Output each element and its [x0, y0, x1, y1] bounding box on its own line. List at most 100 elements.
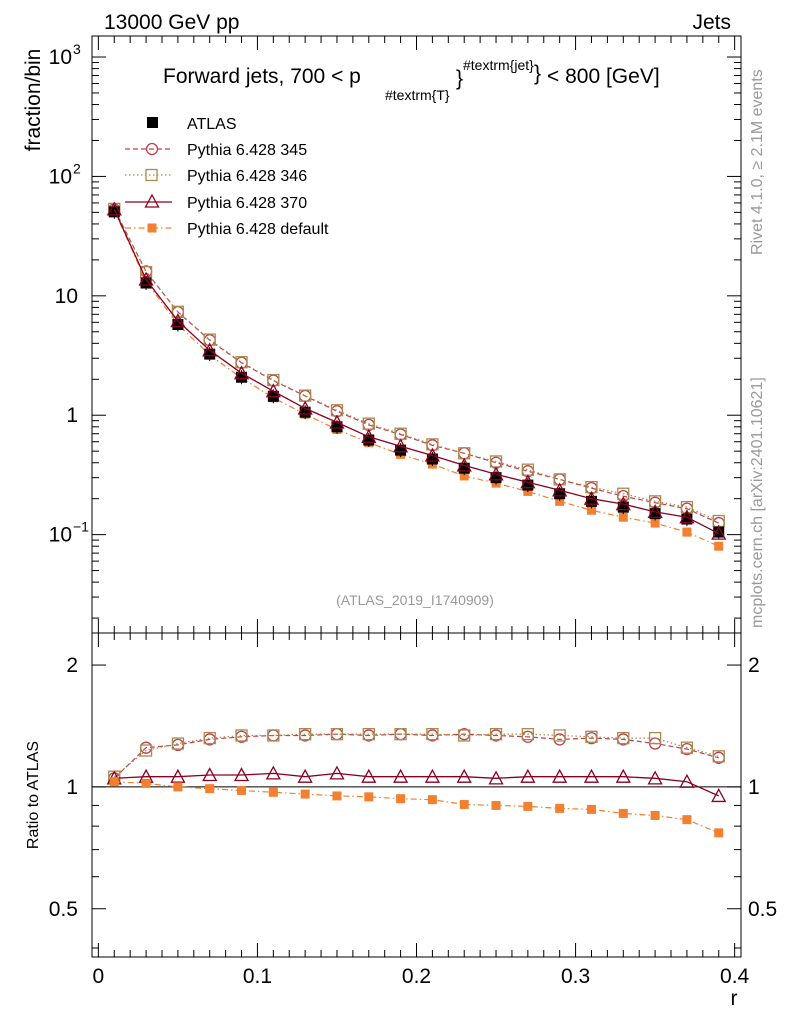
- ratio-point-py346: [617, 731, 630, 745]
- ratio-point-pydefault: [173, 782, 183, 792]
- main-y-tick-exponent: 3: [73, 41, 81, 57]
- legend-atlas-marker: [147, 117, 158, 128]
- main-point-py346: [330, 404, 344, 417]
- ratio-x-axis: 0 0.1 0.2 0.3 0.4: [93, 633, 750, 988]
- title-brace-2: }: [534, 62, 541, 85]
- ratio-point-pydefault: [618, 808, 628, 818]
- title-brace-1: }: [456, 67, 463, 90]
- main-line-py346: [113, 208, 719, 522]
- ratio-point-py370: [456, 768, 472, 783]
- x-tick-label: 0.4: [720, 965, 750, 988]
- ratio-point-py346: [458, 729, 471, 742]
- analysis-id-label: (ATLAS_2019_I1740909): [336, 592, 494, 608]
- ratio-point-pydefault: [205, 784, 215, 794]
- main-point-pydefault: [459, 471, 469, 481]
- main-point-atlas: [554, 488, 566, 500]
- legend-py346-marker: [145, 168, 158, 182]
- ratio-point-py346: [426, 727, 439, 741]
- ratio-point-pydefault: [268, 787, 278, 797]
- ratio-point-py346: [139, 744, 153, 757]
- ratio-point-py370: [424, 768, 440, 783]
- ratio-point-pydefault: [459, 799, 469, 809]
- main-point-atlas: [585, 495, 597, 507]
- legend-py370-label: Pythia 6.428 370: [187, 195, 307, 212]
- main-point-py370: [615, 496, 631, 511]
- main-point-py370: [583, 490, 600, 505]
- main-y-tick-label: 10: [49, 165, 72, 188]
- ratio-point-py346: [712, 750, 725, 763]
- main-point-atlas: [458, 462, 470, 474]
- ratio-point-py370: [297, 768, 313, 783]
- ratio-y-tick-label-right: 2: [748, 654, 760, 677]
- legend-entry-atlas: ATLAS: [147, 116, 237, 133]
- main-point-py370: [138, 271, 154, 286]
- main-point-py370: [424, 447, 440, 462]
- ratio-line-py370: [114, 772, 719, 797]
- legend-entry-py346: Pythia 6.428 346: [125, 168, 307, 185]
- ratio-point-pydefault: [237, 785, 247, 795]
- ratio-point-py346: [680, 741, 694, 754]
- main-point-atlas: [299, 406, 311, 418]
- ratio-point-pydefault: [555, 803, 565, 813]
- ratio-y-axis-label: Ratio to ATLAS: [25, 741, 42, 849]
- rivet-version-label: Rivet 4.1.0, ≥ 2.1M events: [749, 69, 766, 255]
- ratio-point-pydefault: [396, 794, 406, 804]
- main-point-py370: [456, 457, 472, 472]
- ratio-point-py370: [233, 767, 250, 782]
- main-point-atlas: [140, 277, 152, 289]
- main-point-py370: [393, 438, 409, 453]
- main-point-pydefault: [650, 518, 660, 528]
- ratio-point-py346: [330, 727, 344, 741]
- main-point-py370: [520, 474, 536, 489]
- ratio-point-py370: [265, 765, 281, 780]
- ratio-y-tick-label: 0.5: [49, 898, 78, 921]
- main-y-tick-exponent: 2: [73, 160, 81, 176]
- ratio-point-py346: [394, 727, 407, 741]
- main-point-py370: [106, 201, 122, 216]
- legend-py370-marker: [144, 193, 160, 208]
- main-point-py370: [202, 342, 218, 357]
- ratio-point-py346: [171, 737, 185, 750]
- legend-py345-label: Pythia 6.428 345: [187, 142, 307, 159]
- x-tick-label: 0: [93, 965, 105, 988]
- main-point-atlas: [490, 472, 502, 484]
- main-line-py345: [113, 209, 719, 524]
- main-line-py370: [113, 209, 719, 535]
- main-series-pydefault: [109, 205, 724, 551]
- ratio-point-pydefault: [364, 792, 374, 802]
- title-suffix: < 800 [GeV]: [547, 65, 660, 88]
- main-point-pydefault: [555, 496, 565, 506]
- main-line-pydefault: [113, 210, 719, 547]
- ratio-point-py346: [299, 727, 312, 741]
- main-point-atlas: [426, 453, 438, 465]
- main-series-py346: [108, 202, 725, 528]
- x-tick-label: 0.1: [243, 965, 272, 988]
- main-point-py370: [170, 313, 186, 328]
- main-y-tick-label: 10: [55, 285, 78, 308]
- ratio-point-py346: [521, 727, 534, 741]
- main-point-pydefault: [682, 527, 692, 537]
- category-label: Jets: [692, 11, 731, 34]
- ratio-y-axis: 0.5 0.5 1 1 2 2: [49, 654, 777, 949]
- legend-py345-marker: [145, 142, 159, 156]
- main-point-py370: [233, 365, 250, 380]
- ratio-point-pydefault: [300, 789, 310, 799]
- ratio-series-pydefault: [109, 777, 724, 838]
- main-point-atlas: [172, 319, 184, 331]
- ratio-series-py346: [108, 727, 725, 783]
- ratio-y-tick-label: 2: [66, 654, 78, 677]
- source-label: mcplots.cern.ch [arXiv:2401.10621]: [749, 377, 766, 628]
- ratio-point-py346: [648, 731, 662, 745]
- ratio-point-py346: [489, 727, 503, 741]
- ratio-point-pydefault: [427, 795, 437, 805]
- ratio-point-pydefault: [682, 815, 692, 825]
- main-x-ticks: [97, 36, 736, 633]
- main-point-atlas: [236, 371, 248, 383]
- ratio-point-py370: [488, 770, 504, 785]
- ratio-point-py346: [267, 729, 280, 742]
- ratio-series-py370: [106, 765, 727, 803]
- ratio-series-layer: [106, 727, 727, 838]
- main-point-py370: [361, 428, 377, 443]
